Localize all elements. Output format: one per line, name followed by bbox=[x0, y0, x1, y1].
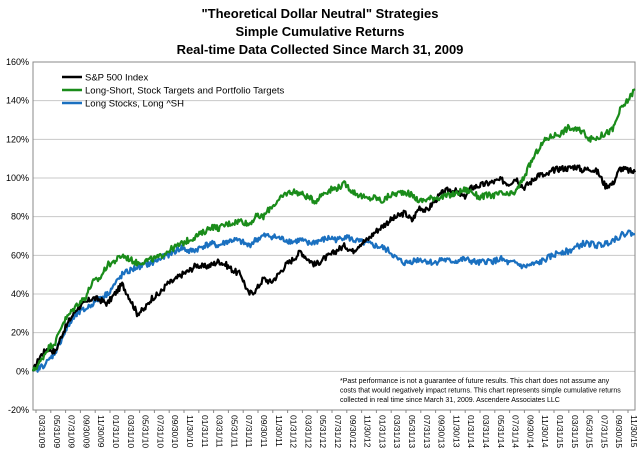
legend-label: Long-Short, Stock Targets and Portfolio … bbox=[85, 86, 285, 97]
x-tick-label: 09/30/14 bbox=[525, 415, 535, 448]
x-tick-label: 05/31/15 bbox=[585, 415, 595, 448]
x-tick-label: 05/31/10 bbox=[141, 415, 151, 448]
x-tick-label: 11/30/10 bbox=[185, 415, 195, 448]
annotation-line: *Past performance is not a guarantee of … bbox=[340, 378, 610, 385]
x-tick-label: 09/30/13 bbox=[437, 415, 447, 448]
x-tick-label: 01/31/11 bbox=[200, 415, 210, 448]
x-tick-label: 09/30/12 bbox=[348, 415, 358, 448]
y-tick-label: 40% bbox=[11, 289, 29, 299]
series-lines bbox=[31, 88, 637, 373]
x-tick-label: 07/31/12 bbox=[333, 415, 343, 448]
y-tick-label: 20% bbox=[11, 328, 29, 338]
y-axis: -20% 0% 20% 40% 60% 80% 100% 120% 140% 160% bbox=[6, 57, 29, 415]
x-tick-label: 01/31/10 bbox=[111, 415, 121, 448]
annotation-line: costs that would negatively impact retur… bbox=[340, 388, 621, 395]
legend-label: Long Stocks, Long ^SH bbox=[85, 99, 184, 110]
x-tick-label: 03/31/11 bbox=[215, 415, 225, 448]
x-tick-label: 11/30/09 bbox=[96, 415, 106, 448]
x-tick-label: 05/31/12 bbox=[318, 415, 328, 448]
x-tick-label: 01/31/12 bbox=[289, 415, 299, 448]
x-tick-label: 07/31/15 bbox=[599, 415, 609, 448]
series-line-2 bbox=[31, 88, 636, 372]
x-tick-label: 03/31/15 bbox=[570, 415, 580, 448]
x-tick-label: 07/31/10 bbox=[155, 415, 165, 448]
x-tick-label: 11/30/15 bbox=[629, 415, 639, 448]
x-tick-label: 07/31/13 bbox=[422, 415, 432, 448]
x-tick-label: 09/30/15 bbox=[614, 415, 624, 448]
x-tick-label: 05/31/13 bbox=[407, 415, 417, 448]
y-tick-label: -20% bbox=[8, 405, 29, 415]
y-tick-label: 120% bbox=[6, 134, 29, 144]
chart-title-line-2: Simple Cumulative Returns bbox=[235, 24, 405, 39]
legend-label: S&P 500 Index bbox=[85, 73, 148, 84]
disclaimer-annotation: *Past performance is not a guarantee of … bbox=[340, 378, 621, 404]
legend: S&P 500 Index Long-Short, Stock Targets a… bbox=[62, 73, 285, 110]
x-tick-label: 03/31/09 bbox=[37, 415, 47, 448]
gridlines bbox=[33, 100, 635, 372]
x-tick-label: 11/30/13 bbox=[451, 415, 461, 448]
series-line-3 bbox=[31, 229, 636, 373]
y-tick-label: 100% bbox=[6, 173, 29, 183]
x-tick-label: 05/31/09 bbox=[52, 415, 62, 448]
x-tick-label: 01/31/15 bbox=[555, 415, 565, 448]
y-tick-label: 60% bbox=[11, 250, 29, 260]
x-tick-label: 09/30/11 bbox=[259, 415, 269, 448]
y-tick-label: 140% bbox=[6, 96, 29, 106]
x-tick-label: 03/31/13 bbox=[392, 415, 402, 448]
annotation-line: collected in real time since March 31, 2… bbox=[340, 397, 560, 404]
x-tick-label: 11/30/11 bbox=[274, 415, 284, 447]
x-tick-label: 11/30/12 bbox=[363, 415, 373, 448]
x-tick-label: 01/31/14 bbox=[466, 415, 476, 448]
x-tick-label: 01/31/13 bbox=[377, 415, 387, 448]
x-tick-label: 09/30/09 bbox=[81, 415, 91, 448]
y-tick-label: 0% bbox=[16, 366, 29, 376]
chart-title-line-1: "Theoretical Dollar Neutral" Strategies bbox=[201, 6, 439, 21]
y-tick-label: 160% bbox=[6, 57, 29, 67]
x-axis: 03/31/09 05/31/09 07/31/09 09/30/09 11/30/09… bbox=[35, 410, 639, 448]
x-tick-label: 03/31/14 bbox=[481, 415, 491, 448]
x-tick-label: 07/31/09 bbox=[67, 415, 77, 448]
x-tick-label: 07/31/11 bbox=[244, 415, 254, 448]
plot-area-border bbox=[32, 61, 636, 411]
x-tick-label: 03/31/12 bbox=[303, 415, 313, 448]
x-tick-label: 03/31/10 bbox=[126, 415, 136, 448]
series-line-1 bbox=[31, 164, 637, 372]
y-tick-label: 80% bbox=[11, 212, 29, 222]
chart-title-line-3: Real-time Data Collected Since March 31,… bbox=[176, 42, 464, 57]
x-tick-label: 11/30/14 bbox=[540, 415, 550, 448]
x-tick-label: 09/30/10 bbox=[170, 415, 180, 448]
x-tick-label: 05/31/11 bbox=[229, 415, 239, 448]
x-tick-label: 07/31/14 bbox=[511, 415, 521, 448]
x-tick-label: 05/31/14 bbox=[496, 415, 506, 448]
